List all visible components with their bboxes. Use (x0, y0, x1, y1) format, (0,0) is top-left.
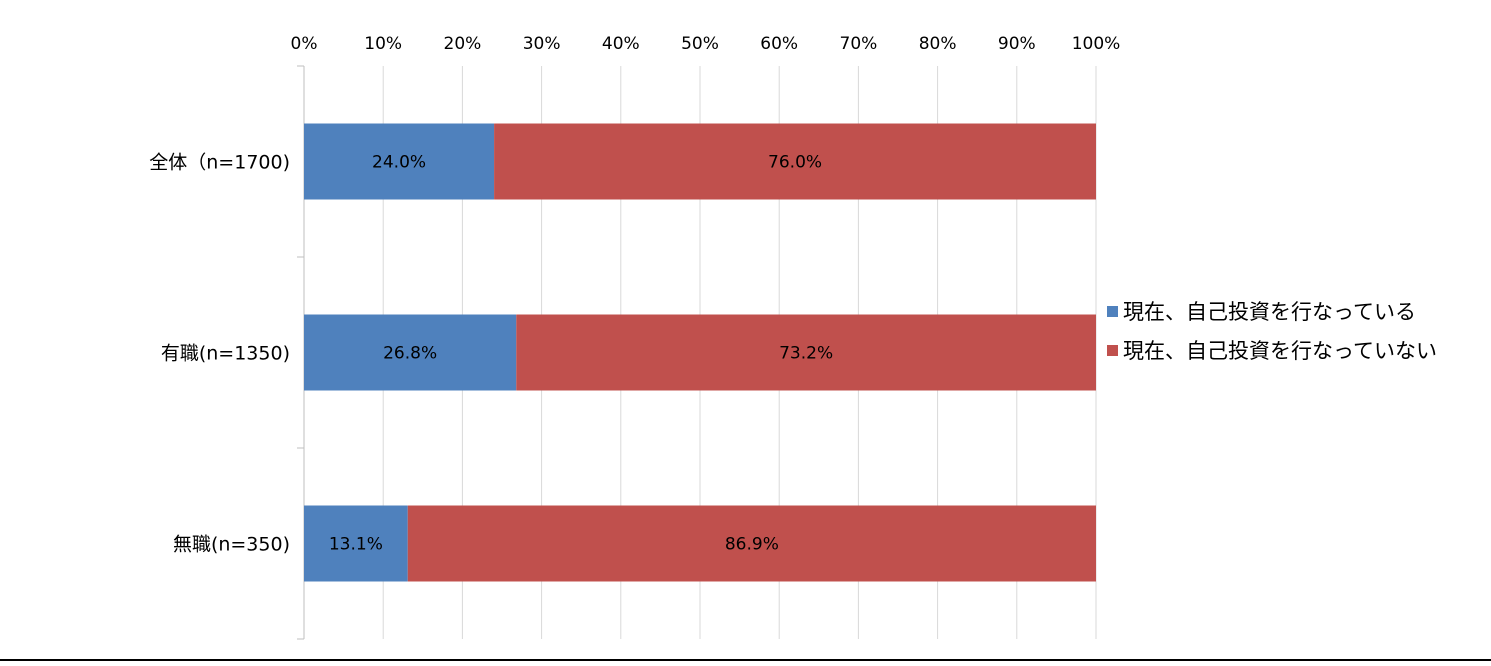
legend-label: 現在、自己投資を行なっている (1123, 300, 1416, 324)
bar-segment (407, 505, 1096, 582)
legend-swatch (1107, 306, 1118, 317)
x-tick-label: 60% (760, 34, 798, 54)
legend-label: 現在、自己投資を行なっていない (1123, 339, 1437, 363)
x-tick-label: 0% (291, 34, 318, 54)
data-label: 76.0% (768, 153, 822, 173)
category-label: 全体（n=1700) (149, 152, 290, 174)
x-tick-label: 50% (681, 34, 719, 54)
bar-layer: 24.0% 76.0% 26.8% 73.2% 13.1% 86.9% (304, 123, 1097, 582)
x-tick-label: 80% (919, 34, 957, 54)
data-label: 26.8% (383, 344, 437, 364)
bar-segment (304, 505, 408, 582)
data-label: 73.2% (779, 344, 833, 364)
category-layer: 全体（n=1700) 有職(n=1350) 無職(n=350) (149, 152, 290, 556)
legend-swatch (1107, 345, 1118, 356)
bar-segment (494, 123, 1097, 200)
x-tick-label: 20% (444, 34, 482, 54)
bar-segment (516, 314, 1096, 391)
x-tick-label: 100% (1072, 34, 1121, 54)
category-label: 有職(n=1350) (161, 343, 290, 365)
x-tick-label: 30% (523, 34, 561, 54)
tick-layer: 0% 10% 20% 30% 40% 50% 60% 70% 80% 90% 100% (291, 34, 1121, 54)
x-tick-label: 70% (840, 34, 878, 54)
bar-segment (304, 123, 495, 200)
data-label: 24.0% (372, 153, 426, 173)
category-label: 無職(n=350) (173, 534, 290, 556)
data-label: 86.9% (725, 535, 779, 555)
data-label: 13.1% (329, 535, 383, 555)
bar-segment (304, 314, 517, 391)
x-tick-label: 40% (602, 34, 640, 54)
x-tick-label: 90% (998, 34, 1036, 54)
x-tick-label: 10% (364, 34, 402, 54)
